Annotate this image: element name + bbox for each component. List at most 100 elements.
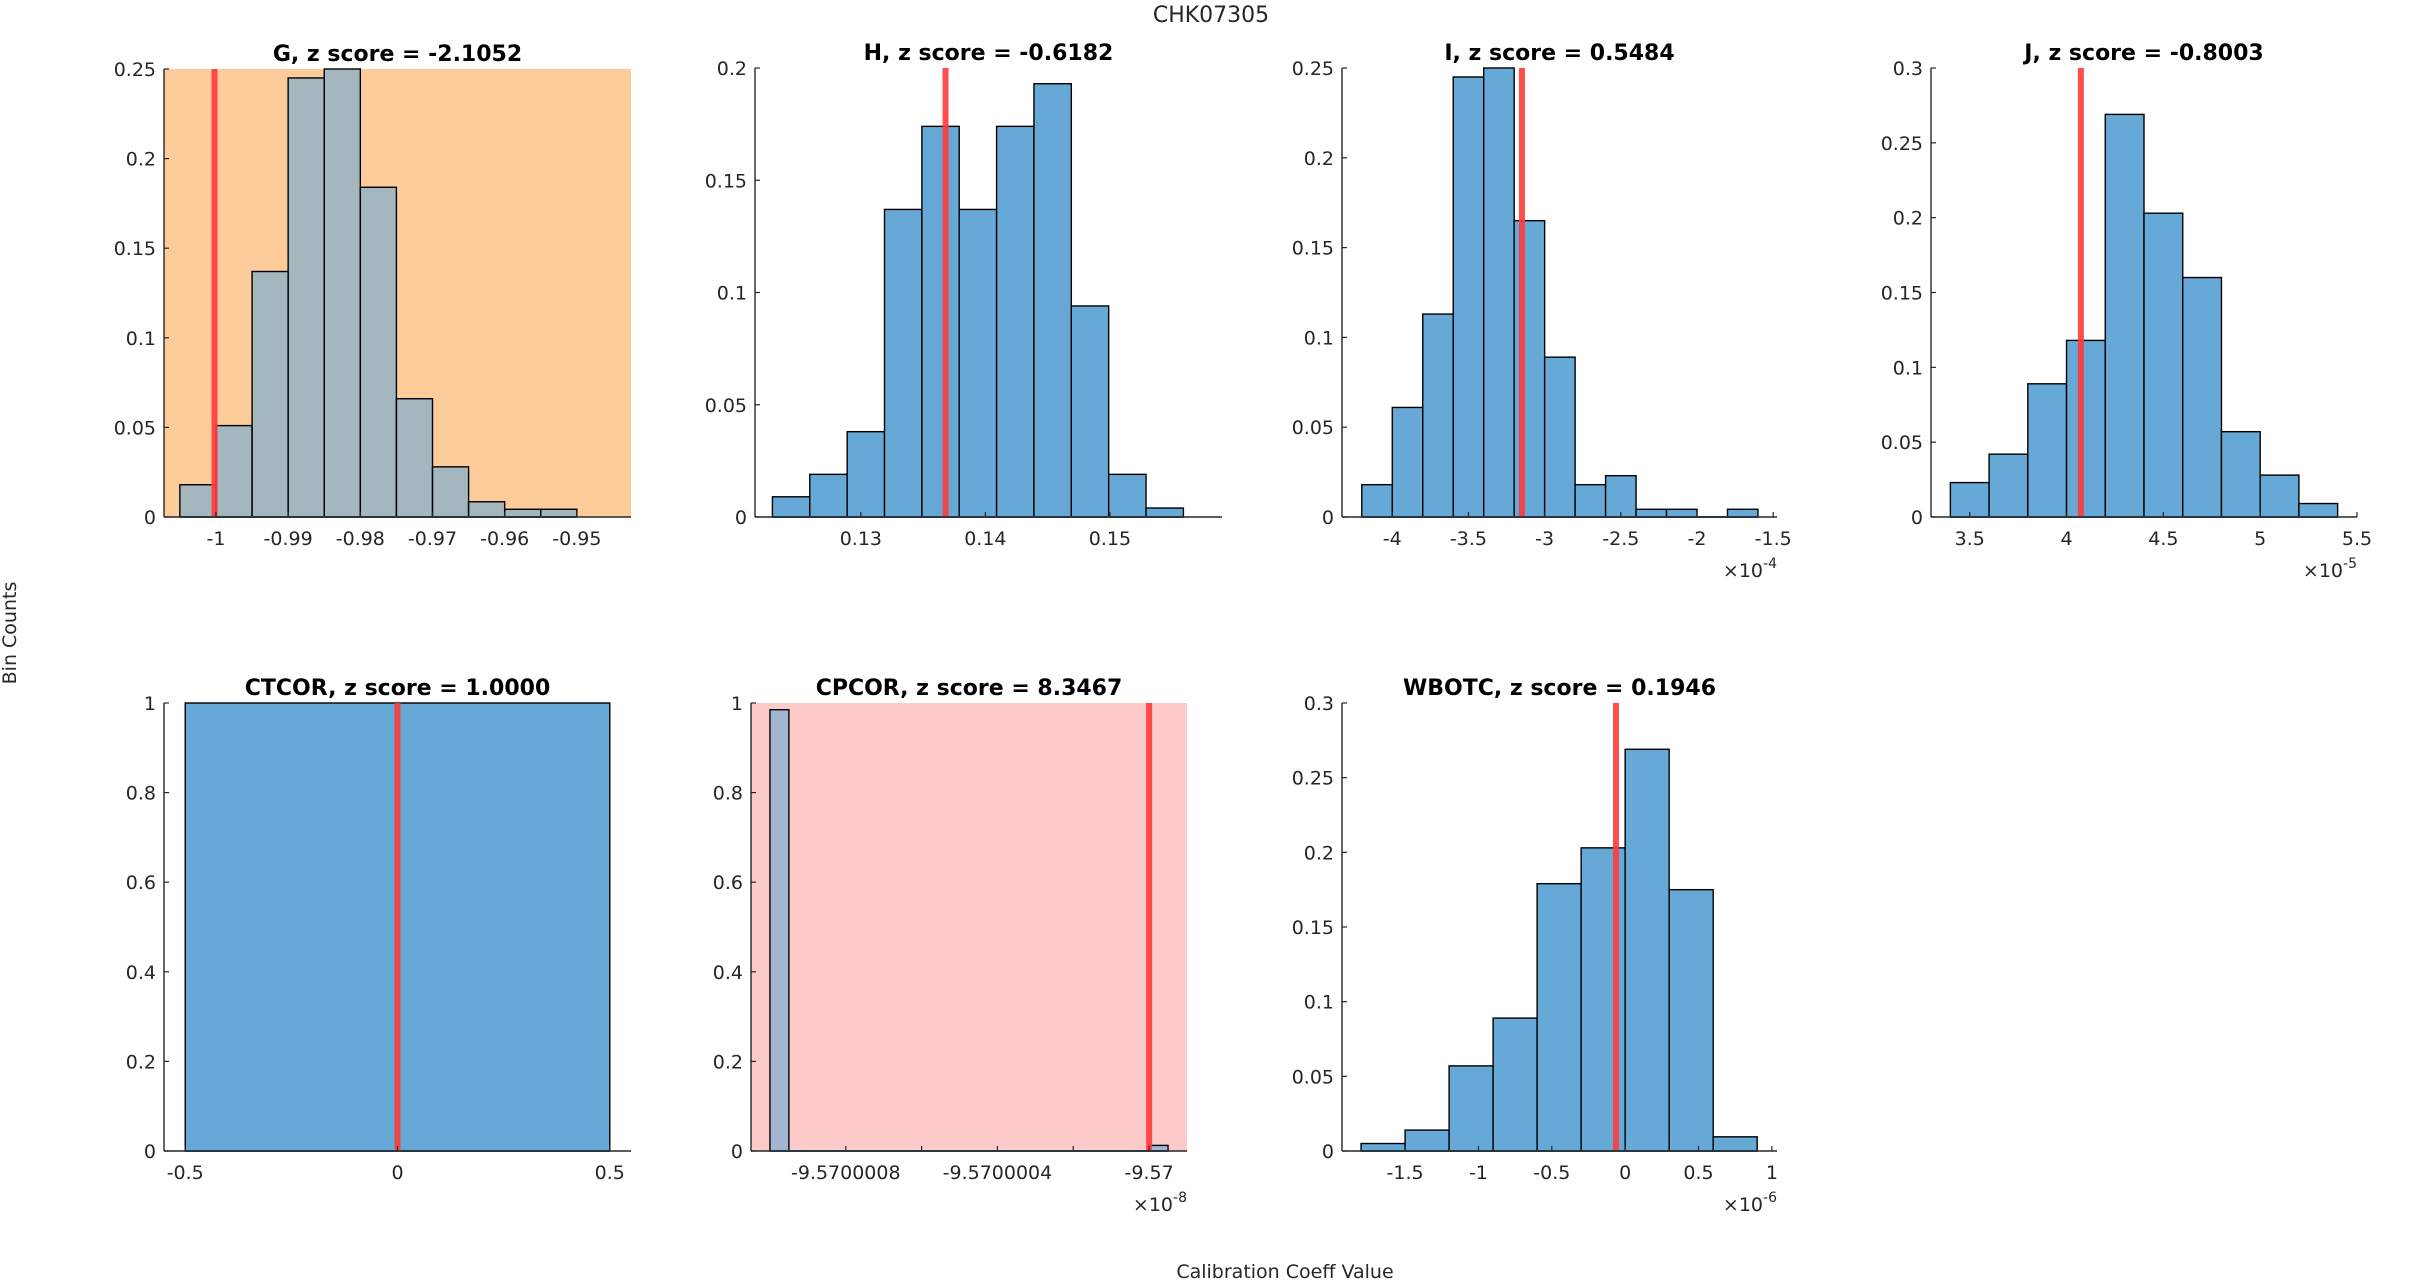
x-tick-label: 5.5 [2342, 528, 2372, 550]
x-tick-label: -9.5700004 [943, 1162, 1053, 1184]
histogram-bar [1033, 83, 1073, 518]
histogram-bar [1949, 481, 1990, 518]
subplot-title: WBOTC, z score = 0.1946 [1403, 676, 1716, 701]
histogram-bar [995, 125, 1035, 518]
y-tick-label: 0.15 [114, 238, 156, 260]
histogram-bar [1726, 508, 1759, 518]
histogram-bar [2259, 474, 2300, 518]
exponent-base: ×10 [1723, 560, 1763, 582]
y-tick-label: 0.3 [1893, 58, 1923, 80]
x-axis-exponent: ×10-5 [2303, 556, 2357, 582]
x-tick-label: -3 [1535, 528, 1554, 550]
histogram-bar [1543, 356, 1576, 518]
histogram-bar [2220, 430, 2261, 518]
histogram-bar [1360, 1142, 1406, 1152]
x-tick-label: 0 [391, 1162, 403, 1184]
y-tick-label: 0.6 [713, 872, 743, 894]
y-tick-label: 0.4 [126, 962, 156, 984]
subplot-i: 0 0.05 0.1 0.15 0.2 0.25 -4 -3.5 -3 -2.5 -2 -1.5 ×10… [1292, 41, 1792, 582]
y-tick-label: 0 [1322, 1141, 1334, 1163]
x-tick-label: -0.97 [408, 528, 457, 550]
histogram-bar [2027, 383, 2068, 518]
y-tick-label: 1 [144, 693, 156, 715]
y-tick-label: 0.05 [1292, 417, 1334, 439]
x-axis-exponent: ×10-4 [1723, 556, 1777, 582]
y-tick-label: 0.1 [1893, 357, 1923, 379]
histogram-bar [1452, 76, 1485, 518]
histogram-bar [431, 466, 470, 518]
reference-value-line [394, 703, 401, 1151]
histogram-bar [809, 473, 848, 518]
x-tick-label: 0.15 [1089, 528, 1131, 550]
histogram-bar [883, 208, 923, 518]
histogram-bar [1361, 483, 1393, 518]
histogram-bar [1482, 67, 1515, 518]
histogram-bar [1422, 313, 1454, 518]
histogram-bar [1988, 453, 2029, 518]
x-tick-label: -0.96 [480, 528, 529, 550]
y-tick-label: 0.25 [114, 59, 156, 81]
x-tick-label: -0.99 [264, 528, 313, 550]
histogram-bar [1712, 1136, 1758, 1152]
histogram-bar [1391, 406, 1424, 518]
histogram-bar [359, 186, 398, 518]
reference-value-line [1146, 703, 1153, 1151]
x-tick-label: -0.5 [1533, 1162, 1570, 1184]
x-tick-label: -9.57 [1125, 1162, 1174, 1184]
y-tick-label: 0.2 [1893, 208, 1923, 230]
histogram-bar [540, 508, 578, 518]
y-tick-label: 0.05 [114, 417, 156, 439]
y-tick-label: 0.15 [1292, 917, 1334, 939]
y-tick-label: 0.2 [126, 1051, 156, 1073]
x-tick-label: -0.98 [336, 528, 385, 550]
y-tick-label: 0.25 [1292, 768, 1334, 790]
x-tick-label: -0.95 [552, 528, 601, 550]
x-tick-label: -0.5 [167, 1162, 204, 1184]
y-tick-label: 0.1 [1304, 327, 1334, 349]
histogram-bar [251, 270, 289, 518]
histogram-bar [395, 398, 434, 518]
y-tick-label: 0.05 [1881, 432, 1923, 454]
x-tick-label: 4.5 [2148, 528, 2178, 550]
x-tick-label: -2.5 [1602, 528, 1639, 550]
subplot-title: G, z score = -2.1052 [273, 42, 522, 67]
reference-value-line [942, 68, 949, 517]
y-tick-label: 0.8 [126, 783, 156, 805]
histogram-bar [1492, 1017, 1538, 1152]
histogram-bar [2182, 276, 2223, 518]
y-tick-label: 0 [144, 507, 156, 529]
histogram-bar [179, 484, 217, 518]
y-tick-label: 0.05 [1292, 1066, 1334, 1088]
histogram-bar [1513, 219, 1546, 518]
y-tick-label: 0 [735, 507, 747, 529]
exponent-base: ×10 [1723, 1194, 1763, 1216]
y-tick-label: 0.2 [1304, 148, 1334, 170]
x-tick-label: -9.5700008 [791, 1162, 901, 1184]
y-tick-label: 0.05 [705, 395, 747, 417]
y-tick-label: 0.2 [1304, 842, 1334, 864]
histogram-bar [769, 709, 790, 1152]
axes-background-highlight [751, 703, 1187, 1151]
reference-value-line [2077, 68, 2084, 517]
subplot-title: J, z score = -0.8003 [2022, 41, 2263, 66]
histogram-bar [1145, 507, 1185, 518]
exponent-base: ×10 [1133, 1194, 1173, 1216]
histogram-bar [1665, 508, 1698, 518]
exponent-power: -4 [1763, 556, 1777, 572]
histogram-bar [467, 501, 506, 518]
subplot-j: 0 0.05 0.1 0.15 0.2 0.25 0.3 3.5 4 4.5 5 5.5 ×10-5 J,… [1881, 41, 2372, 582]
x-tick-label: -1 [206, 528, 225, 550]
y-tick-label: 0.1 [126, 328, 156, 350]
x-axis-exponent: ×10-6 [1723, 1190, 1777, 1216]
histogram-bar [2065, 339, 2106, 518]
x-tick-label: 0.13 [840, 528, 882, 550]
x-tick-label: -4 [1383, 528, 1402, 550]
y-tick-label: 0.2 [126, 149, 156, 171]
reference-value-line [211, 69, 218, 517]
histogram-bar [1635, 508, 1668, 518]
x-tick-label: -2 [1688, 528, 1707, 550]
subplot-cpcor: 0 0.2 0.4 0.6 0.8 1 -9.5700008 -9.5700004 -9.57 ×… [713, 676, 1187, 1216]
histogram-bar [771, 496, 811, 518]
histogram-bar [2298, 502, 2339, 518]
